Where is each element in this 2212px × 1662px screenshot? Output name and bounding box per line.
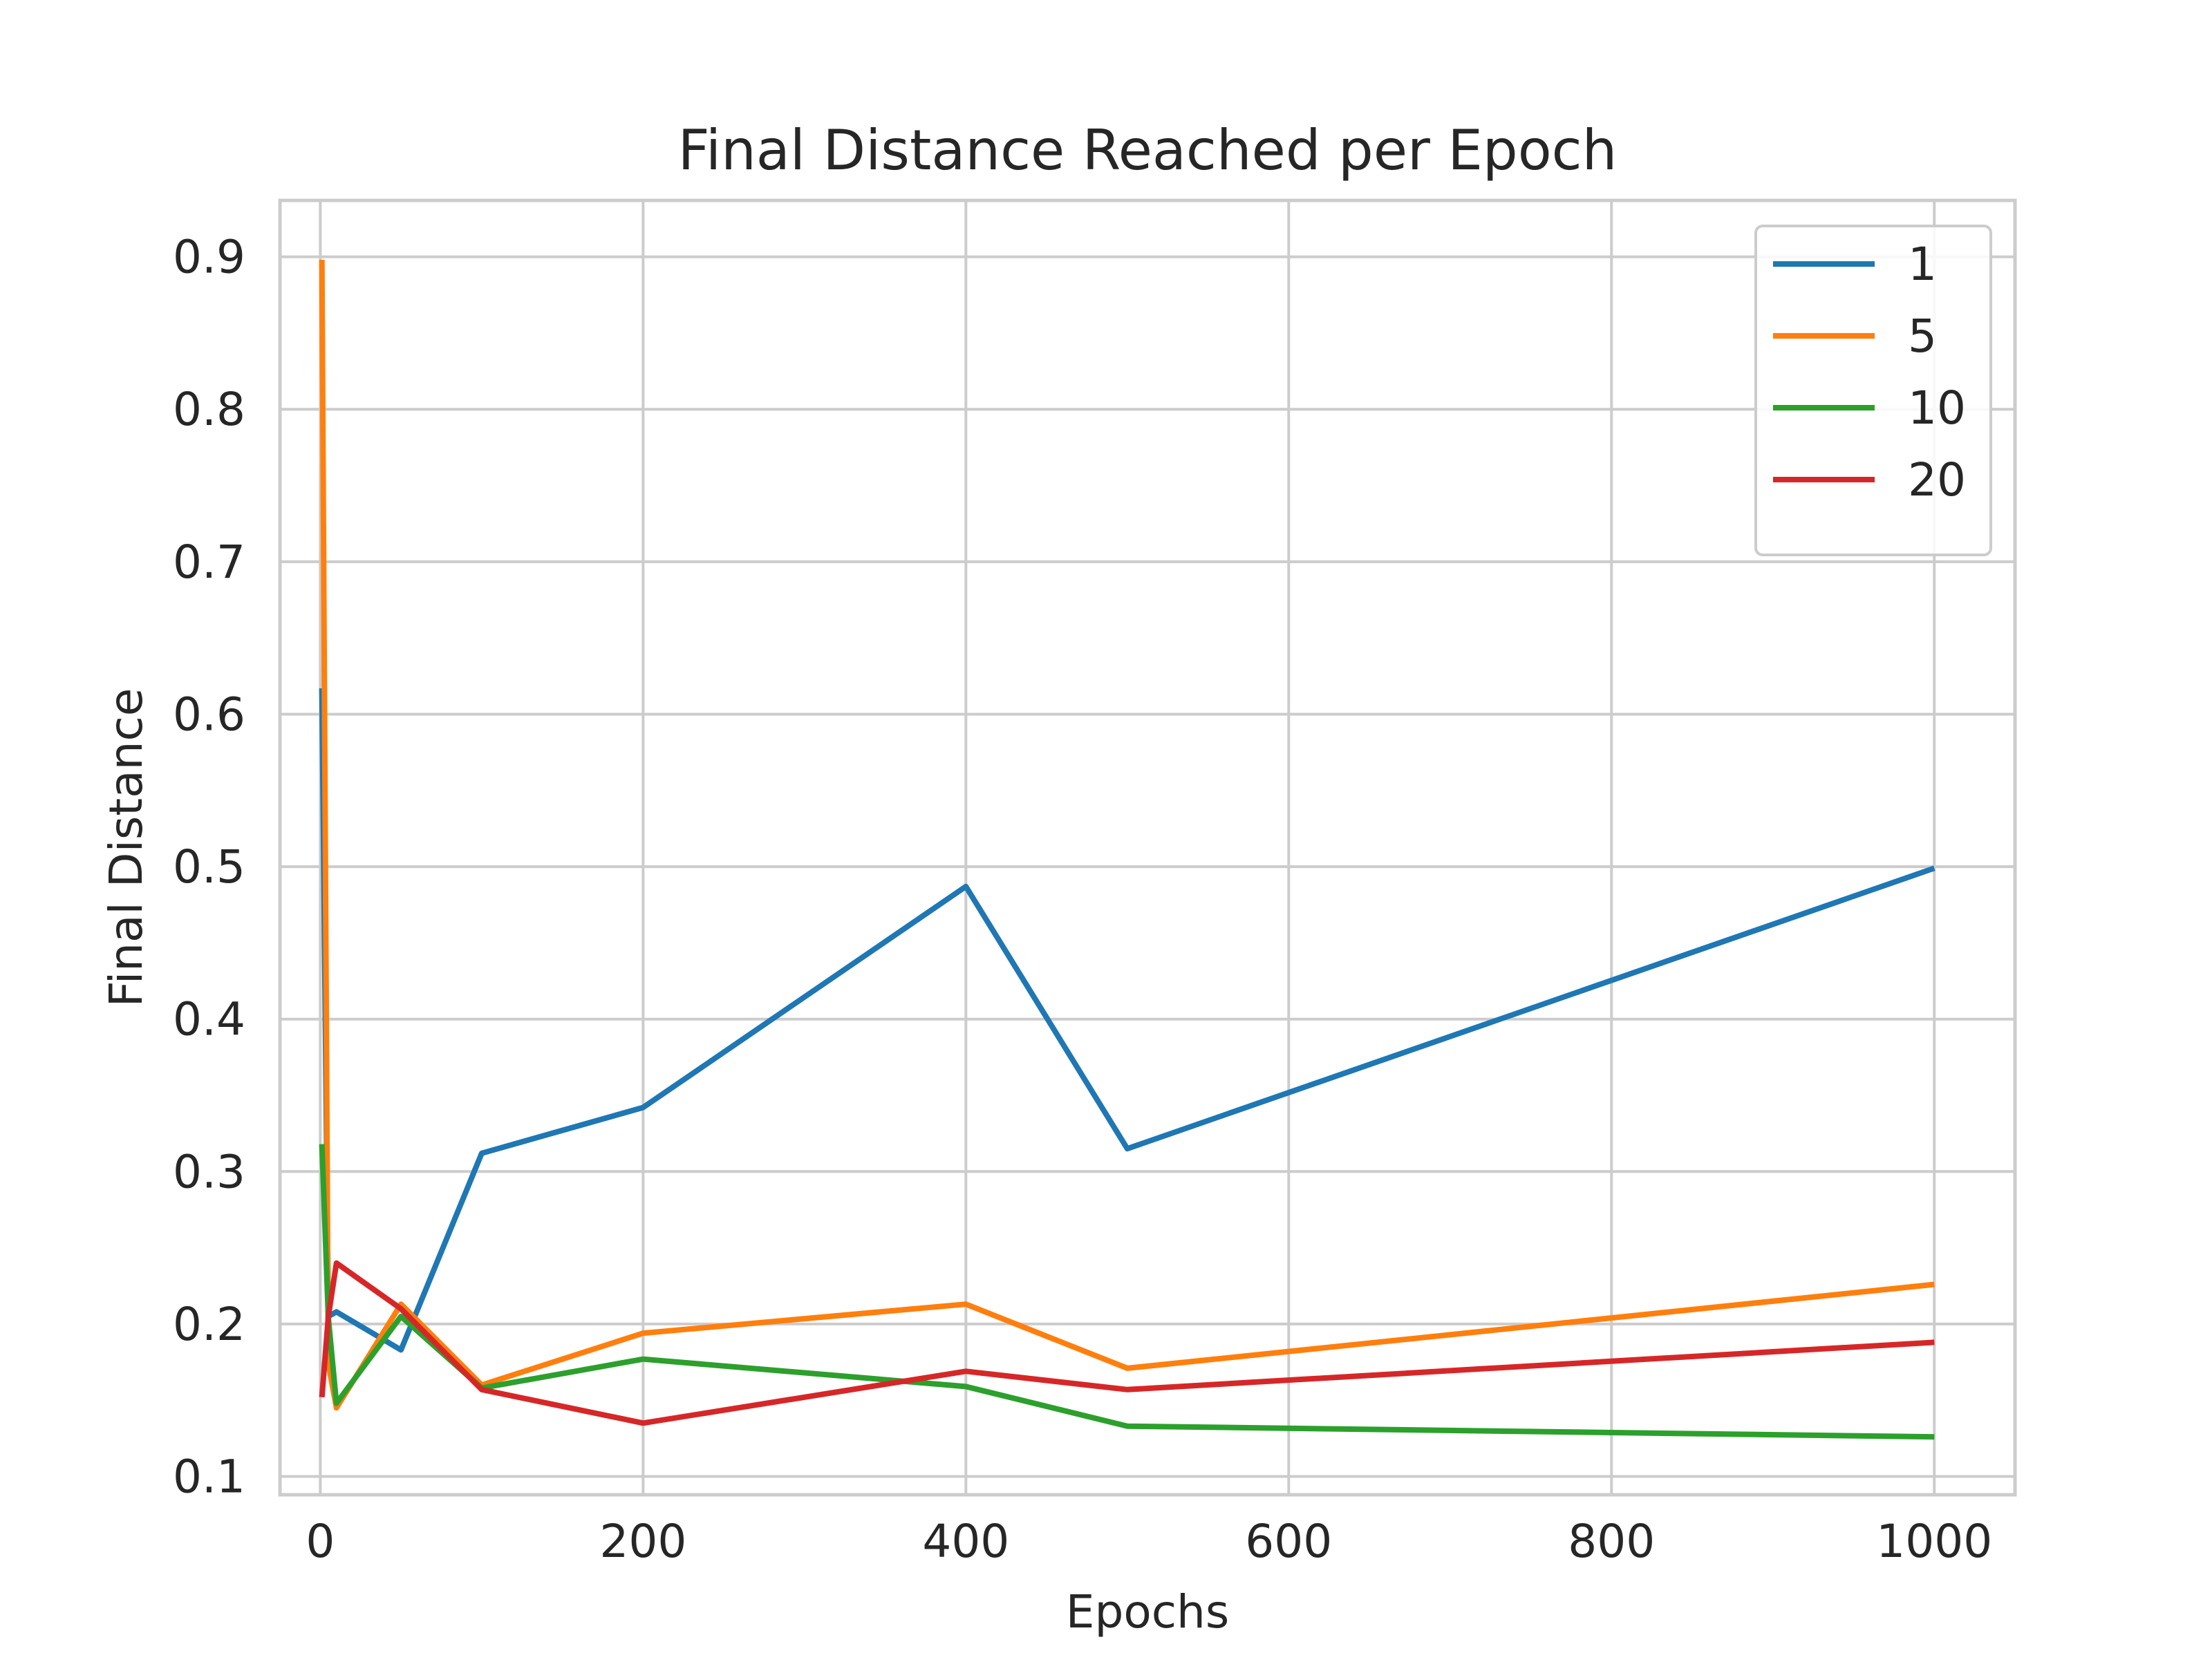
legend-label-5: 5 (1908, 310, 1937, 363)
plot-area-frame (278, 198, 2017, 1497)
x-tick-label: 200 (599, 1515, 686, 1568)
x-tick-label: 400 (922, 1515, 1009, 1568)
series-line-10 (319, 1144, 1935, 1440)
x-axis-label: Epochs (1066, 1585, 1229, 1639)
series-line-5 (319, 259, 1935, 1411)
y-tick-label: 0.8 (173, 383, 245, 436)
y-tick-label: 0.4 (173, 993, 245, 1046)
series-line-20 (319, 1260, 1935, 1426)
legend: 1 5 10 20 (1754, 225, 1992, 556)
legend-frame (1754, 225, 1992, 556)
y-tick-label: 0.1 (173, 1451, 245, 1504)
tick-labels: 0 200 400 600 800 1000 0.1 0.2 0.3 0.4 0.5 0.6 0.7 0.… (173, 231, 1992, 1568)
y-tick-label: 0.2 (173, 1298, 245, 1351)
legend-label-1: 1 (1908, 238, 1937, 291)
y-tick-label: 0.9 (173, 231, 245, 284)
y-axis-label: Final Distance (100, 688, 153, 1008)
y-tick-label: 0.7 (173, 536, 245, 589)
series-lines (319, 259, 1936, 1440)
x-tick-label: 800 (1568, 1515, 1655, 1568)
x-tick-label: 1000 (1876, 1515, 1992, 1568)
y-tick-label: 0.6 (173, 688, 245, 741)
y-tick-label: 0.3 (173, 1145, 245, 1198)
y-tick-label: 0.5 (173, 840, 245, 894)
legend-label-20: 20 (1908, 453, 1966, 507)
chart-title: Final Distance Reached per Epoch (678, 118, 1618, 182)
x-tick-label: 600 (1245, 1515, 1332, 1568)
x-tick-label: 0 (306, 1515, 335, 1568)
legend-label-10: 10 (1908, 381, 1966, 435)
